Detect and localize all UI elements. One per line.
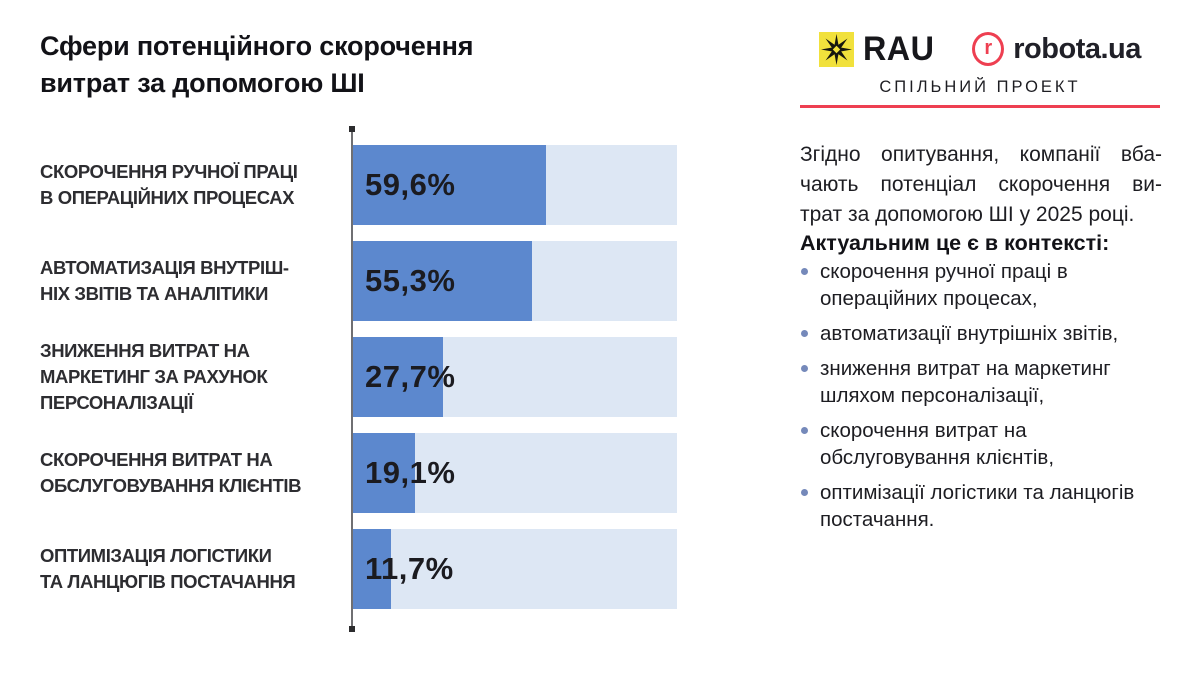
bullet-item: скорочення ручної праці в операційних пр… (798, 258, 1170, 312)
bullet-item: зниження витрат на маркетинг шляхом перс… (798, 355, 1170, 409)
category-label: СКОРОЧЕННЯ ВИТРАТ НА ОБСЛУГОВУВАННЯ КЛІЄ… (40, 449, 302, 496)
bar-fill (353, 529, 391, 609)
category-label: СКОРОЧЕННЯ РУЧНОЇ ПРАЦІ В ОПЕРАЦІЙНИХ ПР… (40, 161, 298, 208)
rau-logo: RAU (819, 30, 938, 69)
partner-logos: RAU r robota.ua (800, 28, 1160, 70)
category-label: ОПТИМІЗАЦІЯ ЛОГІСТИКИ ТА ЛАНЦЮГІВ ПОСТАЧ… (40, 545, 296, 592)
bar-value-label: 27,7% (365, 359, 456, 394)
bar-row: АВТОМАТИЗАЦІЯ ВНУТРІШ- НІХ ЗВІТІВ ТА АНА… (40, 241, 677, 321)
bar-fill (353, 145, 547, 225)
paragraph-line: Згідно опитування, компанії вба- (800, 143, 1162, 166)
bar-track: 19,1% (353, 433, 677, 513)
bar-track: 59,6% (353, 145, 677, 225)
bar-fill (353, 241, 533, 321)
context-heading: Актуальним це є в контексті: (800, 231, 1110, 255)
bar-track: 11,7% (353, 529, 677, 609)
rau-wordmark: RAU (863, 29, 935, 68)
bullet-item: автоматизації внутрішніх звітів, (798, 320, 1170, 347)
bar-row: СКОРОЧЕННЯ ВИТРАТ НА ОБСЛУГОВУВАННЯ КЛІЄ… (40, 433, 677, 513)
bar-track: 55,3% (353, 241, 677, 321)
bar-row: СКОРОЧЕННЯ РУЧНОЇ ПРАЦІ В ОПЕРАЦІЙНИХ ПР… (40, 145, 677, 225)
bar-row: ОПТИМІЗАЦІЯ ЛОГІСТИКИ ТА ЛАНЦЮГІВ ПОСТАЧ… (40, 529, 677, 609)
red-divider-line (800, 105, 1160, 108)
paragraph-line: чають потенціал скорочення ви- (800, 173, 1162, 196)
rau-star-icon (819, 31, 855, 67)
bar-value-label: 55,3% (365, 263, 456, 298)
category-label: ЗНИЖЕННЯ ВИТРАТ НА МАРКЕТИНГ ЗА РАХУНОК … (40, 340, 268, 413)
bar-value-label: 11,7% (365, 551, 454, 586)
page-title: Сфери потенційного скорочення витрат за … (40, 31, 474, 98)
robota-r-icon: r (972, 32, 1005, 66)
bullet-item: скорочення витрат на обслуговування кліє… (798, 417, 1170, 471)
bullet-item: оптимізації логістики та ланцюгів постач… (798, 479, 1170, 533)
context-bullet-list: скорочення ручної праці в операційних пр… (798, 258, 1170, 541)
joint-project-subtitle: СПІЛЬНИЙ ПРОЕКТ (879, 78, 1081, 96)
robota-logo: r robota.ua (972, 32, 1141, 66)
bar-row: ЗНИЖЕННЯ ВИТРАТ НА МАРКЕТИНГ ЗА РАХУНОК … (40, 337, 677, 417)
bar-fill (353, 433, 415, 513)
bar-fill (353, 337, 443, 417)
bar-track: 27,7% (353, 337, 677, 417)
category-label: АВТОМАТИЗАЦІЯ ВНУТРІШ- НІХ ЗВІТІВ ТА АНА… (40, 257, 289, 304)
robota-wordmark: robota.ua (1013, 32, 1141, 65)
survey-paragraph: Згідно опитування, компанії вба-чають по… (800, 140, 1162, 230)
bar-value-label: 59,6% (365, 167, 456, 202)
bar-value-label: 19,1% (365, 455, 456, 490)
chart-axis-line (349, 126, 355, 632)
paragraph-line: трат за допомогою ШІ у 2025 році. (800, 203, 1135, 226)
